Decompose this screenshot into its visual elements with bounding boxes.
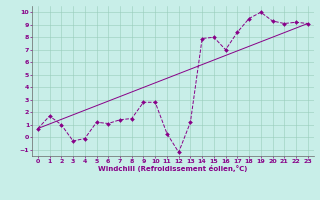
X-axis label: Windchill (Refroidissement éolien,°C): Windchill (Refroidissement éolien,°C) [98, 165, 247, 172]
